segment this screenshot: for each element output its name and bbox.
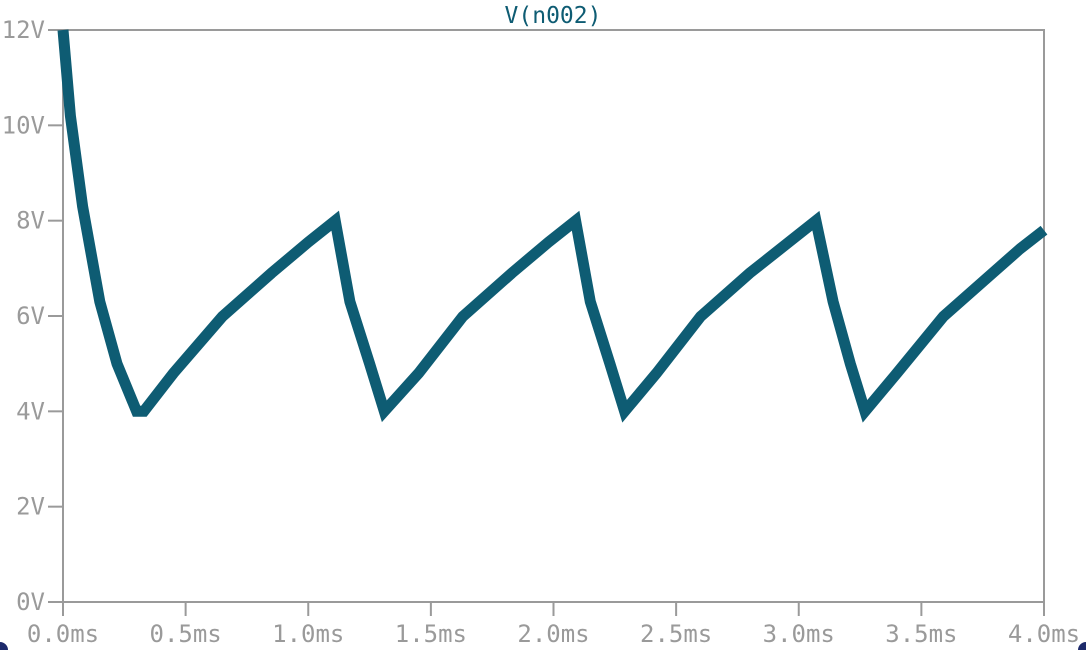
y-tick-label: 0V <box>16 588 45 616</box>
x-tick-label: 2.0ms <box>517 620 589 648</box>
plot-frame <box>62 29 1045 603</box>
y-tick-label: 10V <box>2 111 45 139</box>
x-tick-label: 3.0ms <box>763 620 835 648</box>
y-tick-label: 8V <box>16 207 45 235</box>
x-tick-label: 0.0ms <box>27 620 99 648</box>
x-tick-label: 3.5ms <box>885 620 957 648</box>
y-tick-label: 2V <box>16 493 45 521</box>
x-tick-label: 2.5ms <box>640 620 712 648</box>
series-layer <box>57 29 1048 423</box>
right-corner-mark <box>1078 642 1086 650</box>
x-tick-label: 1.5ms <box>395 620 467 648</box>
x-tick-label: 0.5ms <box>150 620 222 648</box>
y-tick-label: 4V <box>16 397 45 425</box>
x-tick-label: 1.0ms <box>272 620 344 648</box>
y-axis: 0V 2V 4V 6V 8V 10V 12V <box>2 16 63 616</box>
y-tick-label: 12V <box>2 16 45 44</box>
chart-title: V(n002) <box>505 3 602 29</box>
series-line <box>57 29 1048 423</box>
y-tick-label: 6V <box>16 302 45 330</box>
x-axis: 0.0ms 0.5ms 1.0ms 1.5ms 2.0ms 2.5ms 3.0ms 3.5ms… <box>27 602 1080 648</box>
x-tick-label: 4.0ms <box>1008 620 1080 648</box>
left-corner-mark <box>0 642 8 650</box>
